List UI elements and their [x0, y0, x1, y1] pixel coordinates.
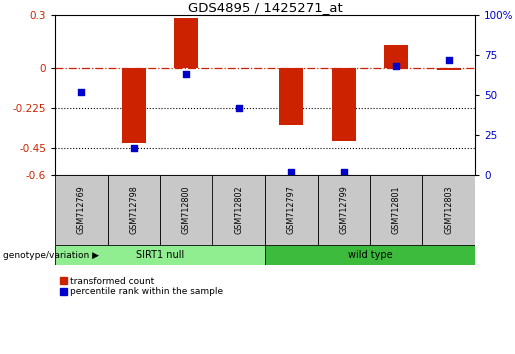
Bar — [160, 175, 213, 245]
Bar — [318, 175, 370, 245]
Point — [182, 72, 191, 77]
Point — [130, 145, 138, 151]
Legend: transformed count, percentile rank within the sample: transformed count, percentile rank withi… — [60, 276, 224, 296]
Text: SIRT1 null: SIRT1 null — [136, 250, 184, 260]
Point — [235, 105, 243, 111]
Point — [287, 169, 296, 175]
Bar — [437, 68, 460, 70]
Point — [392, 63, 400, 69]
Text: GSM712769: GSM712769 — [77, 185, 86, 234]
Bar — [280, 68, 303, 125]
Bar — [265, 175, 318, 245]
Bar — [213, 175, 265, 245]
Text: wild type: wild type — [348, 250, 392, 260]
Bar — [175, 18, 198, 68]
Text: genotype/variation ▶: genotype/variation ▶ — [3, 251, 98, 259]
Point — [444, 57, 453, 63]
Text: GSM712799: GSM712799 — [339, 185, 348, 234]
Text: GSM712803: GSM712803 — [444, 186, 453, 234]
Bar — [55, 245, 265, 265]
Bar — [370, 175, 422, 245]
Text: GSM712802: GSM712802 — [234, 186, 243, 234]
Title: GDS4895 / 1425271_at: GDS4895 / 1425271_at — [187, 1, 342, 14]
Text: GSM712798: GSM712798 — [129, 185, 138, 234]
Bar — [265, 245, 475, 265]
Bar — [55, 175, 108, 245]
Text: GSM712801: GSM712801 — [392, 186, 401, 234]
Bar — [384, 45, 408, 68]
Point — [339, 169, 348, 175]
Point — [77, 89, 85, 95]
Text: GSM712800: GSM712800 — [182, 186, 191, 234]
Bar — [108, 175, 160, 245]
Bar — [332, 68, 355, 141]
Text: GSM712797: GSM712797 — [287, 185, 296, 234]
Bar — [422, 175, 475, 245]
Bar — [122, 68, 146, 143]
